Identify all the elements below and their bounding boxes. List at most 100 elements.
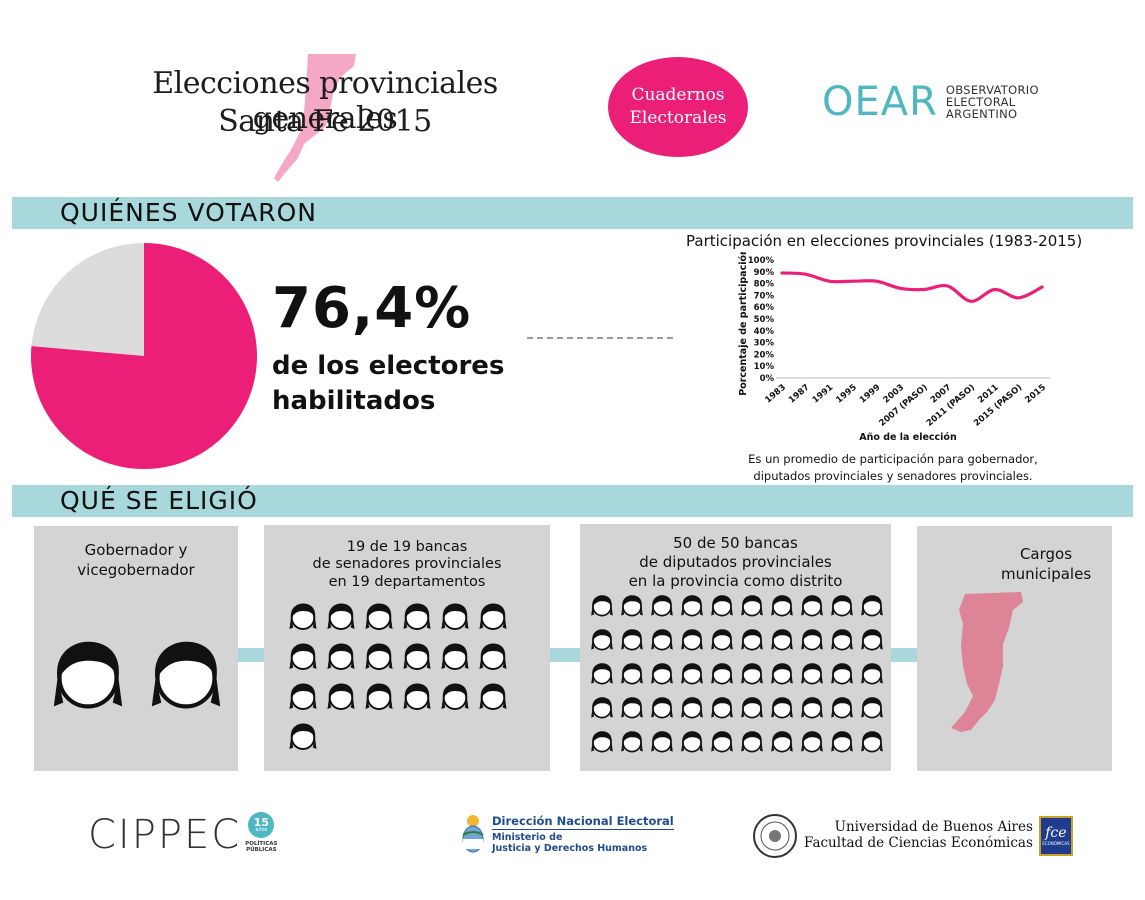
uba-line2: Facultad de Ciencias Económicas [804,835,1033,851]
y-tick-label: 10% [754,362,775,372]
card-senadores-title: 19 de 19 bancas de senadores provinciale… [264,539,550,591]
oear-logo-mark: OEAR [822,79,938,125]
chart-note-line1: Es un promedio de participación para gob… [748,452,1038,466]
person-icon [830,594,854,622]
person-icon [650,628,674,656]
person-icon [710,594,734,622]
person-icon [478,602,508,636]
person-icon [680,662,704,690]
person-icon [620,628,644,656]
dne-sub-line2: Justicia y Derechos Humanos [492,843,648,854]
y-tick-label: 80% [754,280,775,290]
person-icon [440,602,470,636]
person-icon [402,682,432,716]
fce-logo-sub: ECONÓMICAS [1042,840,1070,846]
card-diputados-line2: de diputados provinciales [639,552,832,571]
card-diputados: 50 de 50 bancas de diputados provinciale… [580,524,891,771]
person-icon [590,696,614,724]
person-icon [710,730,734,758]
person-icon [740,662,764,690]
x-tick-label: 1999 [858,383,883,406]
card-municipales-line2: municipales [1001,565,1092,584]
person-icon [680,696,704,724]
y-tick-label: 40% [754,327,775,337]
card-senadores: 19 de 19 bancas de senadores provinciale… [264,525,550,771]
card-senadores-icons [288,602,540,756]
person-icon [620,662,644,690]
argentina-coat-of-arms-icon [462,815,484,853]
person-icon [402,642,432,676]
person-icon [650,662,674,690]
person-icon [364,602,394,636]
person-icon [288,682,318,716]
dashed-divider [527,337,673,339]
person-icon [650,696,674,724]
person-icon [50,638,126,718]
person-icon [830,696,854,724]
person-icon [860,594,884,622]
section-title-quienes-votaron: QUIÉNES VOTARON [60,198,317,227]
person-icon [710,696,734,724]
person-icon [440,682,470,716]
person-icon [830,628,854,656]
person-icon [830,730,854,758]
y-tick-label: 0% [760,374,775,384]
person-icon [364,642,394,676]
cippec-sub2: PÚBLICAS [246,847,277,853]
y-tick-label: 30% [754,339,775,349]
y-tick-label: 60% [754,303,775,313]
x-axis-label: Año de la elección [859,432,957,443]
person-icon [478,642,508,676]
person-icon [590,662,614,690]
person-icon [440,642,470,676]
page-title-line2: Santa Fe 2015 [218,104,432,139]
fce-logo-mark: fce [1045,824,1067,841]
uba-seal-icon [753,814,797,858]
section-title-que-se-eligio: QUÉ SE ELIGIÓ [60,486,258,515]
dne-sub-line1: Ministerio de [492,831,563,843]
santa-fe-map-icon [951,592,1023,732]
person-icon [650,730,674,758]
person-icon [740,696,764,724]
cippec-logo-text: CIPPEC [88,812,242,858]
card-senadores-line3: en 19 departamentos [328,573,486,590]
person-icon [364,682,394,716]
card-cargos-municipales: Cargos municipales [917,526,1112,771]
card-municipales-line1: Cargos [1019,545,1073,563]
cippec-15-number: 15 [253,816,269,829]
person-icon [148,638,224,718]
card-connector [550,648,580,662]
person-icon [770,730,794,758]
person-icon [770,696,794,724]
participation-line-chart: 0%10%20%30%40%50%60%70%80%90%100% 1983 19… [738,252,1050,443]
badge-line2: Electorales [629,108,727,128]
dne-title: Dirección Nacional Electoral [492,813,674,830]
card-connector [891,648,917,662]
dne-logo: Dirección Nacional Electoral Ministerio … [460,813,674,855]
person-icon [800,594,824,622]
x-tick-label: 1983 [763,383,788,406]
card-senadores-line2: de senadores provinciales [312,556,502,573]
oear-logo-line1: OBSERVATORIO [945,82,1039,97]
card-connector [238,648,264,662]
participation-subtitle-line1: de los electores [272,351,505,381]
y-tick-label: 70% [754,291,775,301]
series-line-participacion [780,271,1044,303]
person-icon [860,696,884,724]
badge-line1: Cuadernos [631,85,725,106]
person-icon [288,602,318,636]
chart-note: Es un promedio de participación para gob… [718,451,1068,484]
person-icon [740,594,764,622]
cippec-15-badge: 15 años [248,812,275,838]
participation-percentage: 76,4% [272,276,472,341]
santa-fe-map-decoration [274,54,356,182]
person-icon [770,662,794,690]
card-diputados-icons [590,594,886,758]
person-icon [800,696,824,724]
person-icon [620,696,644,724]
card-gobernador-title: Gobernador y vicegobernador [34,540,238,581]
y-tick-label: 50% [754,315,775,325]
x-tick-label: 1991 [811,383,836,406]
person-icon [680,628,704,656]
person-icon [326,602,356,636]
